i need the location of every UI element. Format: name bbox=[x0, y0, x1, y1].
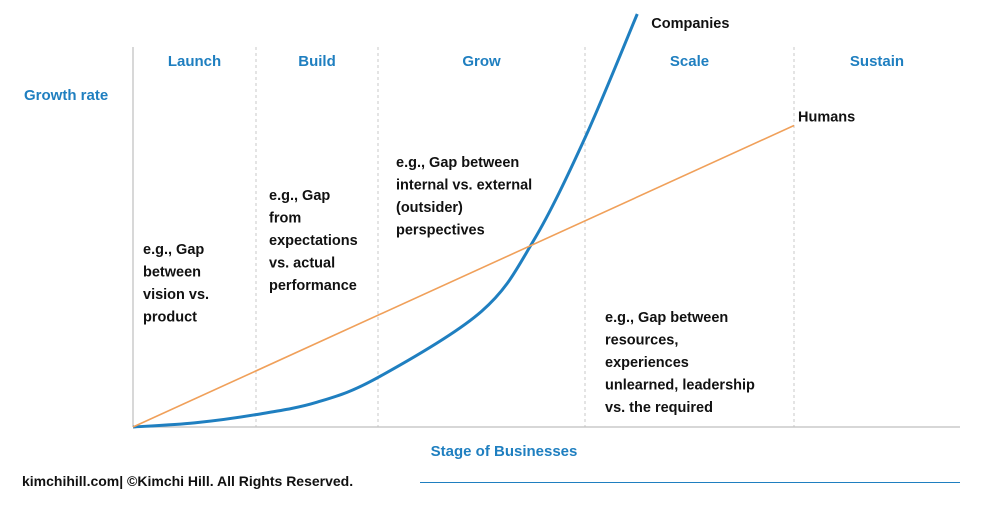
stage-label-launch: Launch bbox=[168, 53, 221, 70]
annotation-grow: e.g., Gap between internal vs. external (o… bbox=[396, 155, 532, 239]
stage-label-grow: Grow bbox=[462, 53, 501, 70]
series-line-humans bbox=[132, 124, 795, 428]
stage-label-build: Build bbox=[298, 53, 336, 70]
annotation-scale: e.g., Gap between resources, experiences un… bbox=[605, 310, 755, 416]
stage-label-scale: Scale bbox=[670, 53, 709, 70]
stage-labels: Launch Build Grow Scale Sustain bbox=[168, 53, 904, 70]
series-lines bbox=[132, 13, 795, 429]
series-line-companies bbox=[132, 13, 639, 429]
stage-label-sustain: Sustain bbox=[850, 53, 904, 70]
footer-divider bbox=[420, 482, 960, 483]
footer-copyright: kimchihill.com| ©Kimchi Hill. All Rights… bbox=[22, 473, 354, 489]
series-label-humans: Humans bbox=[798, 110, 855, 126]
axes bbox=[132, 47, 960, 428]
y-axis-title: Growth rate bbox=[24, 87, 108, 104]
annotation-launch: e.g., Gap between vision vs. product bbox=[143, 242, 209, 326]
annotation-build: e.g., Gap from expectations vs. actual perfo… bbox=[269, 188, 358, 294]
annotations: e.g., Gap between vision vs. product e.g., G… bbox=[143, 155, 755, 416]
series-labels: Companies Humans bbox=[651, 16, 855, 126]
series-label-companies: Companies bbox=[651, 16, 729, 32]
x-axis-title: Stage of Businesses bbox=[431, 443, 578, 460]
